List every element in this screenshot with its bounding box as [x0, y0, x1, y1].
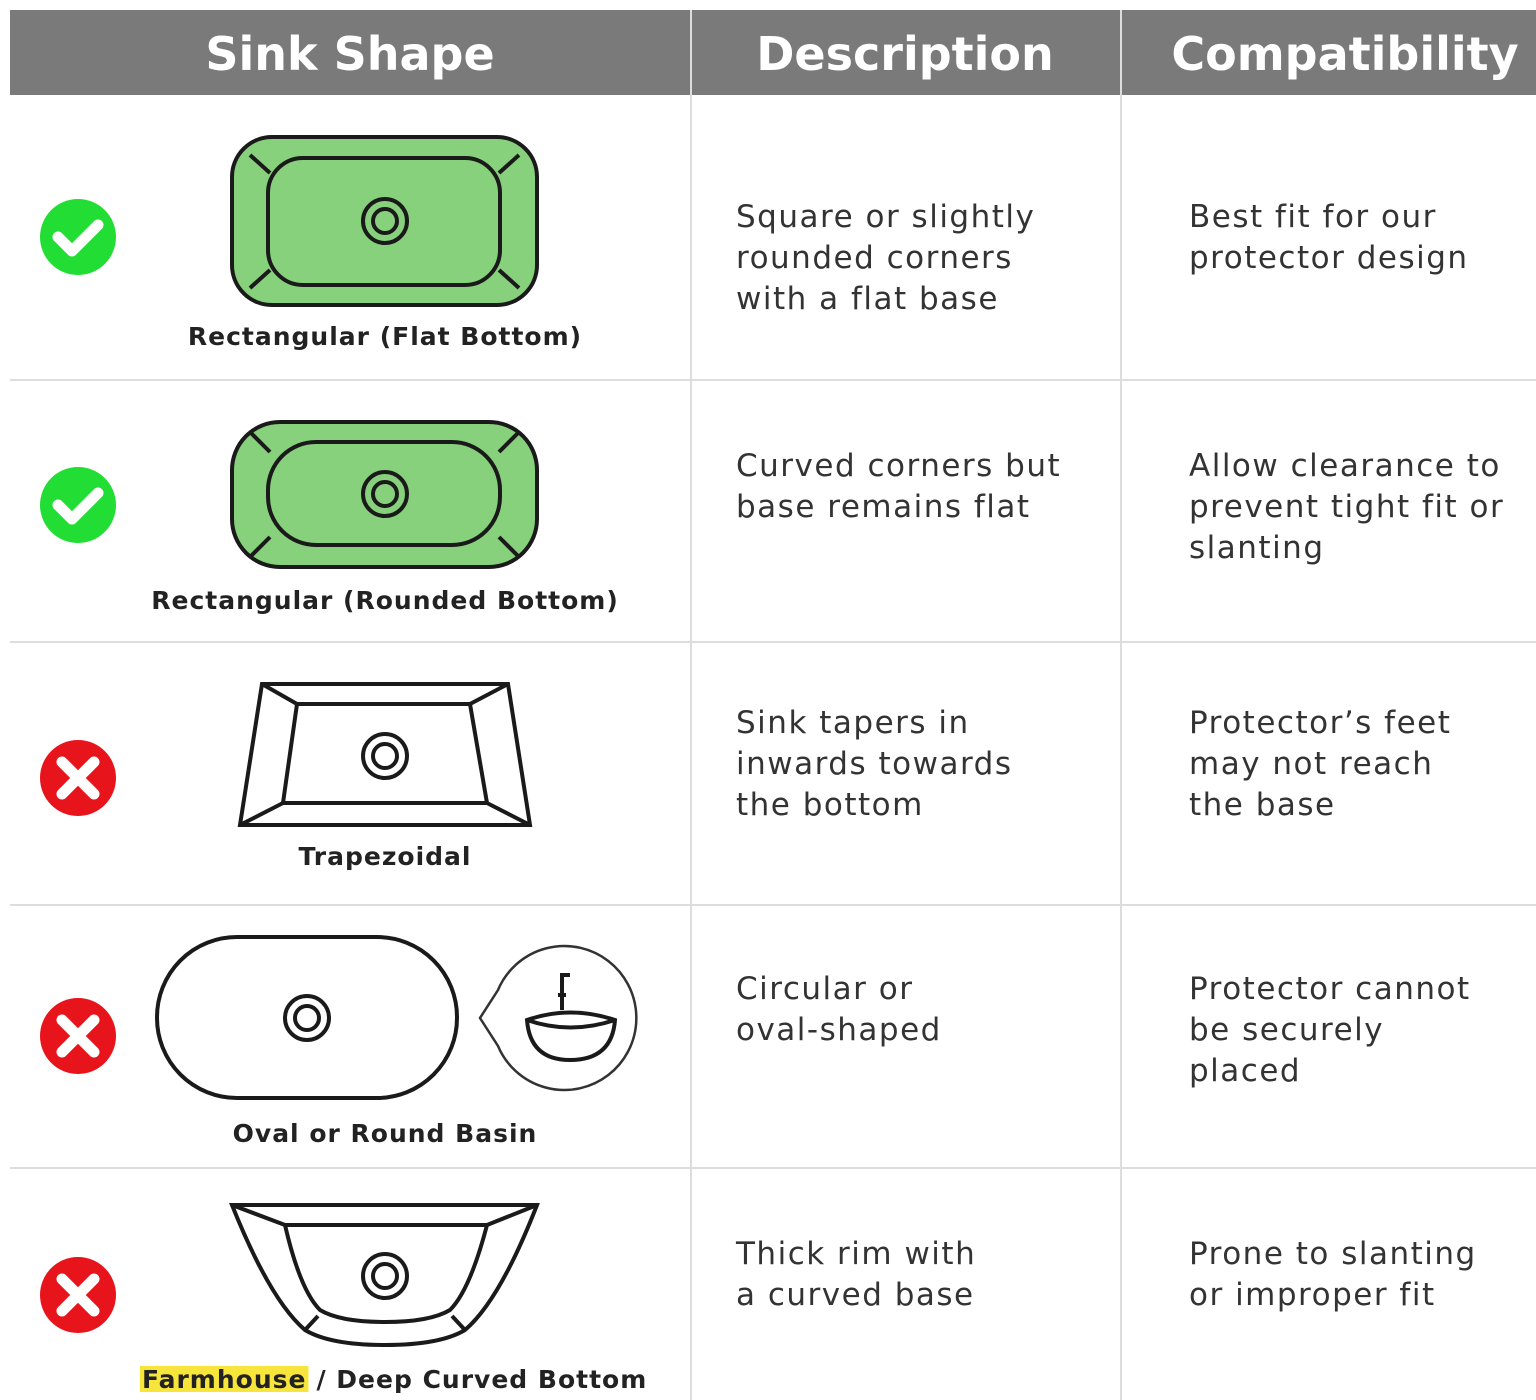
shape-label: Rectangular (Rounded Bottom)	[151, 586, 619, 615]
compatibility-line: placed	[1189, 1053, 1301, 1089]
description-line: a curved base	[736, 1277, 975, 1313]
compatibility-line: protector design	[1189, 240, 1469, 276]
description-line: Square or slightly	[736, 199, 1035, 235]
sink-trapezoid	[237, 682, 533, 827]
compatibility-line: Best fit for our	[1189, 199, 1437, 235]
shape-label-highlight: Farmhouse	[142, 1365, 306, 1394]
sink-farmhouse	[229, 1203, 540, 1348]
compatibility-line: slanting	[1189, 530, 1325, 566]
shape-label: Trapezoidal	[299, 842, 472, 871]
column-header: Compatibility	[1171, 27, 1518, 81]
column-header: Description	[756, 27, 1054, 81]
sink-rect-rounded	[230, 420, 539, 569]
column-header: Sink Shape	[205, 27, 494, 81]
description-line: with a flat base	[736, 281, 999, 317]
description-line: Sink tapers in	[736, 705, 970, 741]
description-line: inwards towards	[736, 746, 1013, 782]
compatibility-line: be securely	[1189, 1012, 1384, 1048]
shape-label: / Deep Curved Bottom	[316, 1365, 647, 1394]
compatibility-line: Protector cannot	[1189, 971, 1471, 1007]
header-bar	[10, 10, 1536, 95]
description-line: Circular or	[736, 971, 913, 1007]
description-line: rounded corners	[736, 240, 1013, 276]
description-line: oval-shaped	[736, 1012, 942, 1048]
description-line: base remains flat	[736, 489, 1031, 525]
cross-icon	[40, 1257, 116, 1333]
compatibility-line: Protector’s feet	[1189, 705, 1451, 741]
sink-oval	[155, 935, 638, 1100]
compatibility-line: or improper fit	[1189, 1277, 1436, 1313]
check-icon	[40, 467, 116, 543]
compatibility-line: prevent tight fit or	[1189, 489, 1504, 525]
highlight-bg	[140, 1366, 309, 1392]
compatibility-line: may not reach	[1189, 746, 1433, 782]
description-line: Thick rim with	[735, 1236, 976, 1272]
cross-icon	[40, 740, 116, 816]
icon-glyph	[56, 1014, 100, 1058]
compatibility-line: the base	[1189, 787, 1336, 823]
cross-icon	[40, 998, 116, 1074]
shape-label: Oval or Round Basin	[233, 1119, 538, 1148]
icon-glyph	[56, 756, 100, 800]
icon-circle	[40, 199, 116, 275]
compatibility-line: Allow clearance to	[1189, 448, 1501, 484]
check-icon	[40, 199, 116, 275]
shape-label: Rectangular (Flat Bottom)	[188, 322, 582, 351]
description-line: Curved corners but	[736, 448, 1061, 484]
icon-glyph	[52, 487, 104, 525]
sink-rect-flat	[230, 135, 539, 307]
description-line: the bottom	[736, 787, 924, 823]
icon-circle	[40, 467, 116, 543]
compatibility-line: Prone to slanting	[1189, 1236, 1477, 1272]
icon-glyph	[52, 219, 104, 257]
icon-glyph	[56, 1273, 100, 1317]
